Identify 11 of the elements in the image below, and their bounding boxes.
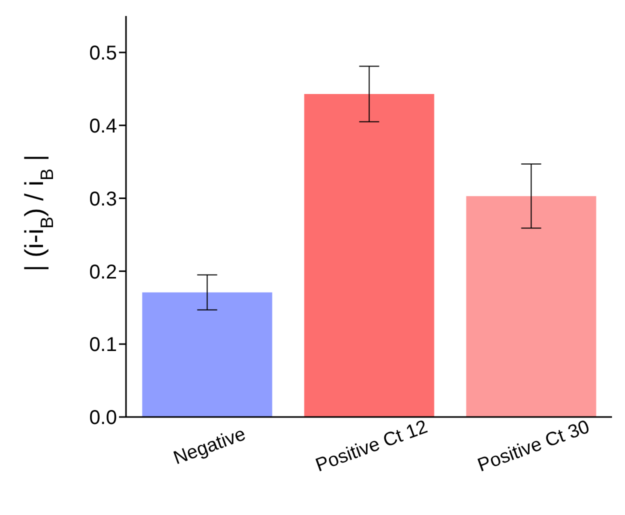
bar xyxy=(466,196,596,417)
x-tick-label: Positive Ct 12 xyxy=(313,416,430,476)
x-tick-label: Positive Ct 30 xyxy=(475,416,592,476)
bar xyxy=(142,292,272,417)
y-tick-label: 0.4 xyxy=(89,115,117,138)
y-tick-label: 0.3 xyxy=(89,188,117,210)
bar xyxy=(304,94,434,417)
y-tick-label: 0.1 xyxy=(89,334,117,356)
y-tick-label: 0.5 xyxy=(89,42,117,65)
y-tick-label: 0.2 xyxy=(89,261,117,284)
y-tick-label: 0.0 xyxy=(89,407,117,430)
